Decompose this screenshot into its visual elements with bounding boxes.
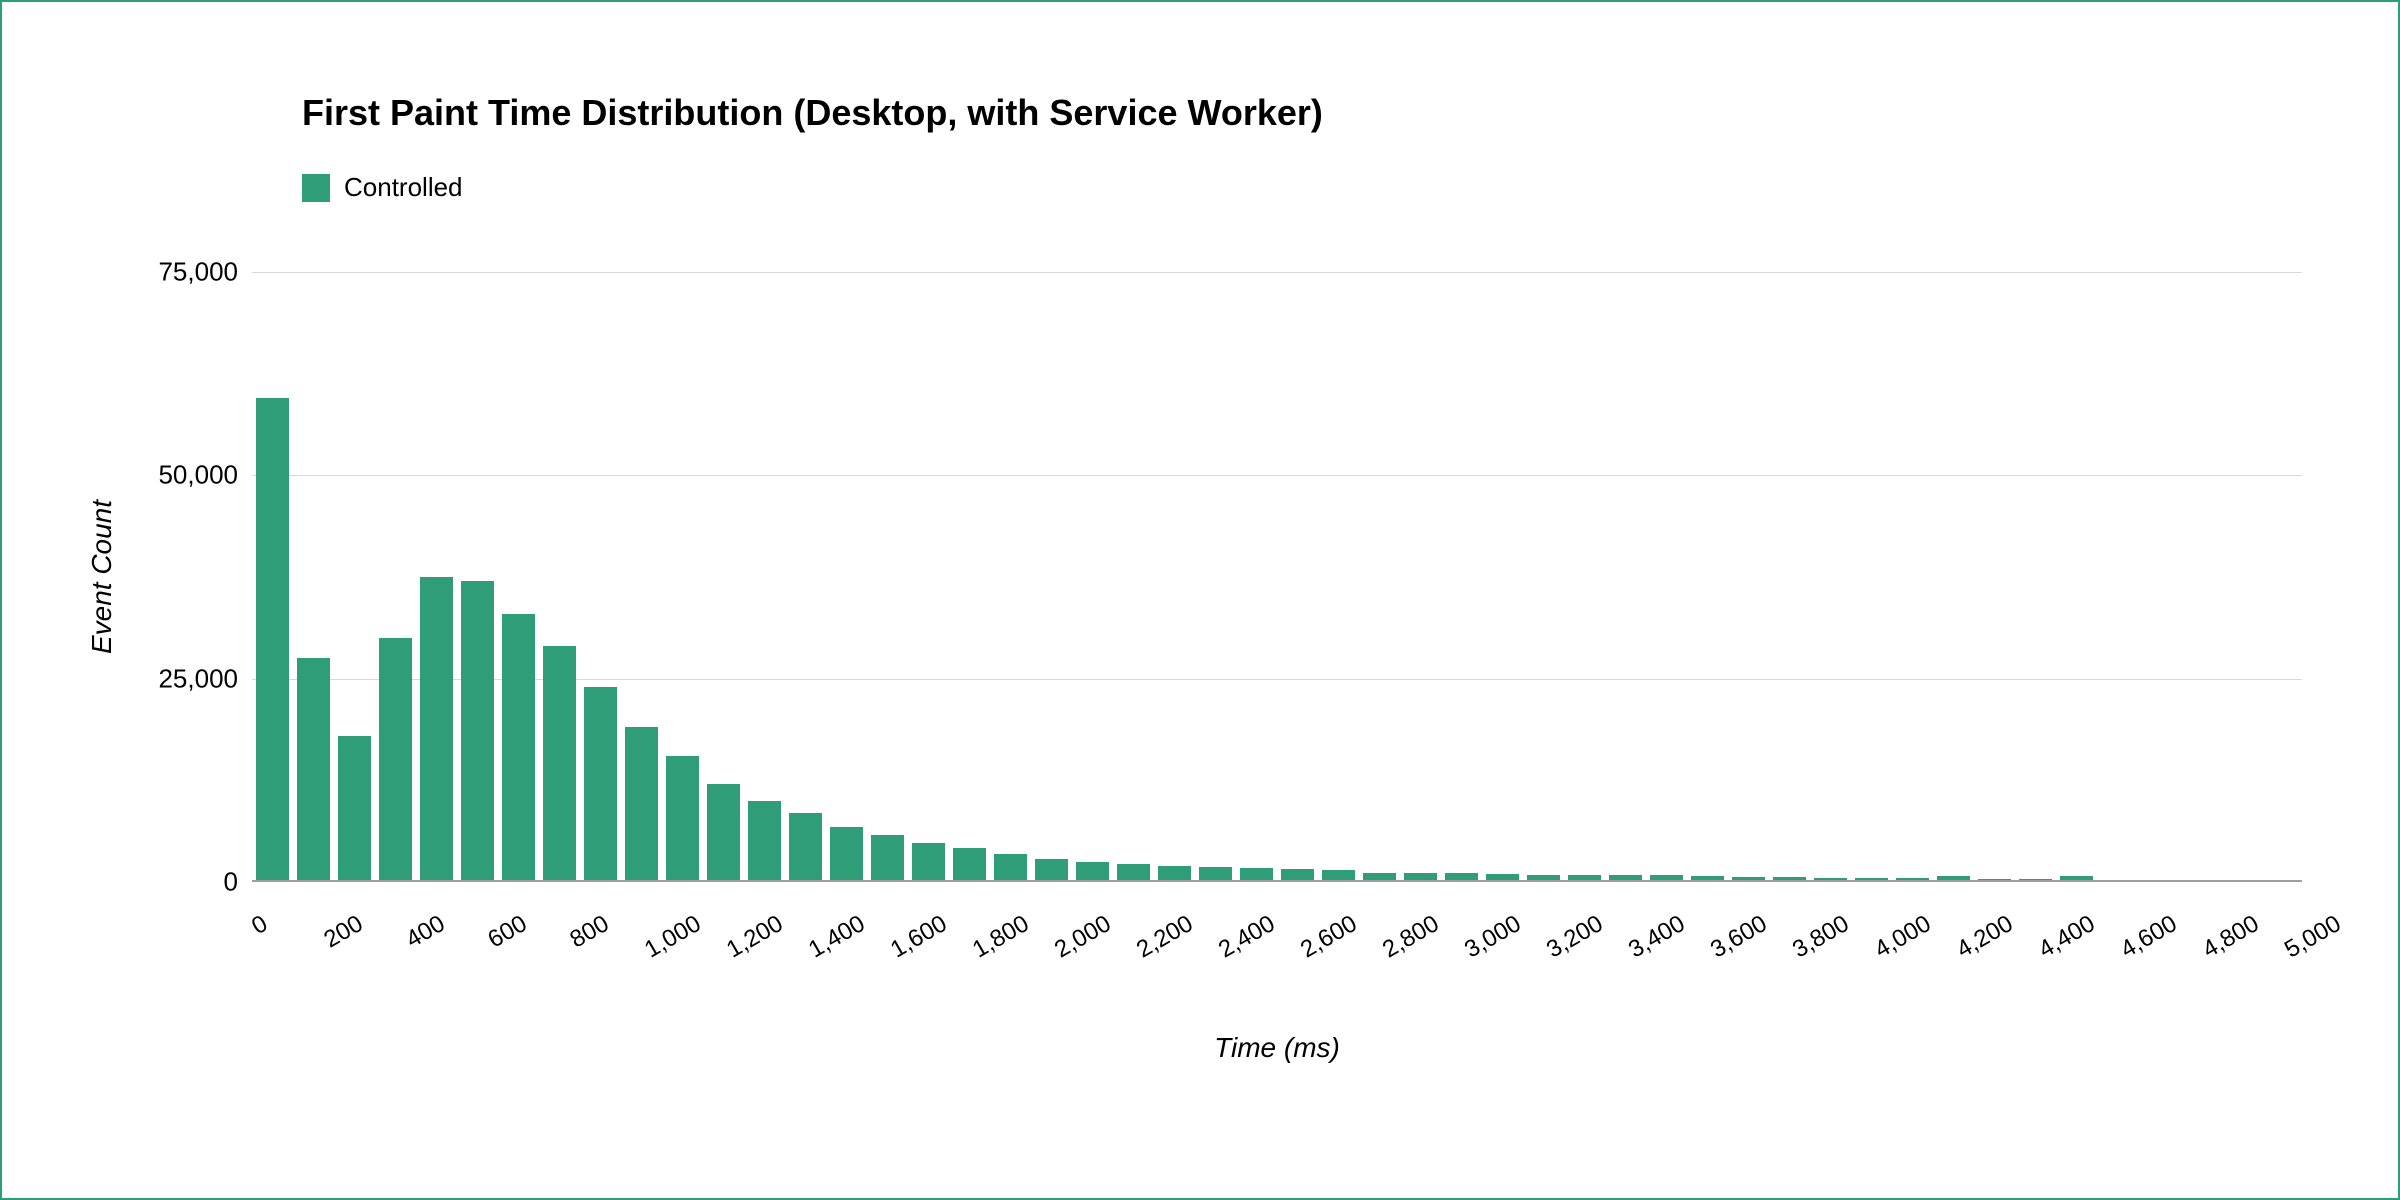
y-tick-label: 0	[88, 867, 238, 898]
x-tick-label: 400	[401, 910, 450, 954]
x-tick-label: 4,400	[2034, 910, 2100, 964]
chart-title: First Paint Time Distribution (Desktop, …	[302, 92, 1323, 134]
y-tick-label: 50,000	[88, 460, 238, 491]
x-tick-label: 1,400	[804, 910, 870, 964]
x-tick-label: 0	[247, 910, 273, 941]
bar	[297, 658, 331, 882]
x-tick-label: 3,200	[1542, 910, 1608, 964]
x-tick-label: 1,200	[722, 910, 788, 964]
x-tick-label: 3,000	[1460, 910, 1526, 964]
x-tick-label: 5,000	[2280, 910, 2346, 964]
bar	[912, 843, 946, 882]
bars	[252, 272, 2302, 882]
x-tick-label: 4,000	[1870, 910, 1936, 964]
bar	[830, 827, 864, 882]
x-tick-label: 600	[483, 910, 532, 954]
x-tick-label: 4,800	[2198, 910, 2264, 964]
y-axis-label: Event Count	[86, 500, 118, 654]
x-tick-label: 4,200	[1952, 910, 2018, 964]
x-tick-label: 1,800	[968, 910, 1034, 964]
bar	[625, 727, 659, 882]
bar	[748, 801, 782, 882]
bar	[461, 581, 495, 882]
bar	[666, 756, 700, 882]
x-axis-label: Time (ms)	[1214, 1032, 1340, 1064]
x-tick-label: 800	[565, 910, 614, 954]
x-tick-label: 2,400	[1214, 910, 1280, 964]
x-ticks: 02004006008001,0001,2001,4001,6001,8002,…	[252, 902, 2302, 982]
plot-area	[252, 272, 2302, 882]
bar	[379, 638, 413, 882]
bar	[338, 736, 372, 882]
x-tick-label: 3,600	[1706, 910, 1772, 964]
bar	[994, 854, 1028, 882]
y-tick-label: 25,000	[88, 663, 238, 694]
x-tick-label: 2,800	[1378, 910, 1444, 964]
bar	[584, 687, 618, 882]
bar	[789, 813, 823, 882]
bar	[543, 646, 577, 882]
bar	[707, 784, 741, 882]
legend-swatch	[302, 174, 330, 202]
x-tick-label: 1,600	[886, 910, 952, 964]
bar	[1035, 859, 1069, 882]
bar	[953, 848, 987, 882]
x-tick-label: 3,400	[1624, 910, 1690, 964]
chart-frame: First Paint Time Distribution (Desktop, …	[0, 0, 2400, 1200]
x-tick-label: 2,200	[1132, 910, 1198, 964]
bar	[502, 614, 536, 882]
x-tick-label: 200	[319, 910, 368, 954]
bar	[420, 577, 454, 882]
legend-label: Controlled	[344, 172, 463, 203]
legend: Controlled	[302, 172, 463, 203]
x-tick-label: 2,600	[1296, 910, 1362, 964]
x-axis-baseline	[252, 880, 2302, 882]
y-tick-label: 75,000	[88, 257, 238, 288]
x-tick-label: 2,000	[1050, 910, 1116, 964]
x-tick-label: 1,000	[640, 910, 706, 964]
x-tick-label: 4,600	[2116, 910, 2182, 964]
x-tick-label: 3,800	[1788, 910, 1854, 964]
bar	[256, 398, 290, 882]
bar	[871, 835, 905, 882]
